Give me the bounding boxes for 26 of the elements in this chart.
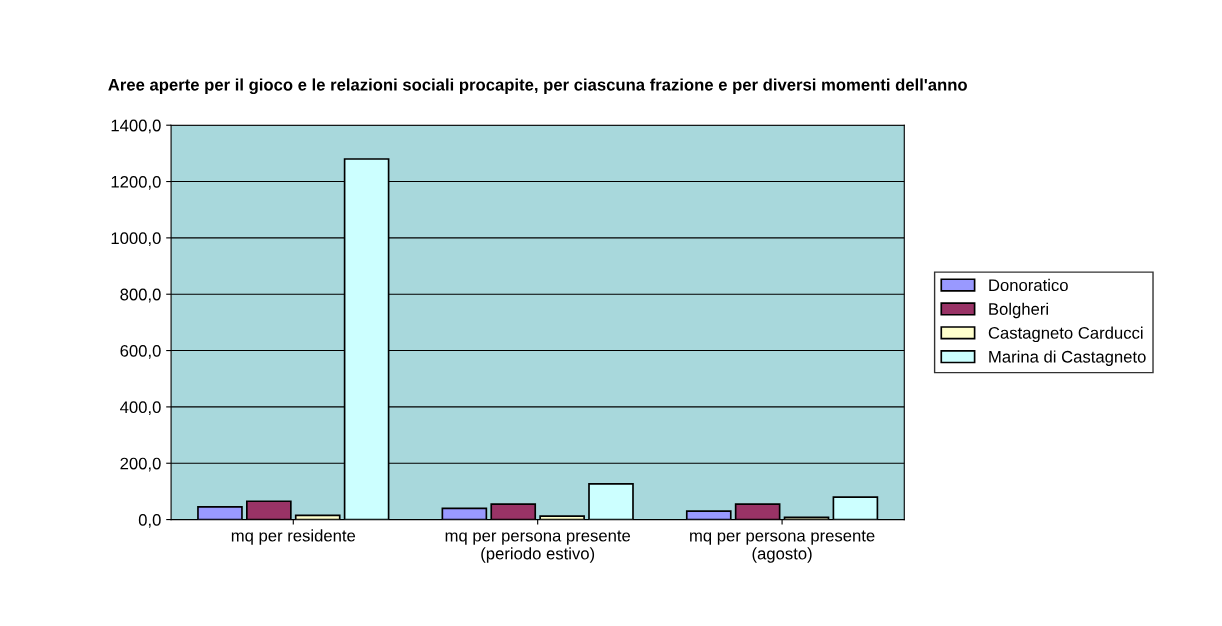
- legend-label: Castagneto Carducci: [988, 326, 1143, 343]
- bar: [832, 496, 879, 520]
- y-tick-label: 1000,0: [111, 232, 161, 247]
- y-tick-label: 200,0: [120, 457, 161, 472]
- y-tick-label: 400,0: [120, 401, 161, 416]
- bar: [588, 482, 634, 520]
- bar: [539, 515, 585, 520]
- bar: [197, 506, 243, 520]
- y-tick-label: 0,0: [138, 513, 161, 528]
- bar: [783, 516, 830, 520]
- bar: [490, 503, 537, 520]
- bar: [441, 507, 488, 520]
- legend-label: Marina di Castagneto: [989, 350, 1146, 366]
- y-tick-label: 1200,0: [111, 175, 161, 190]
- chart-title: Aree aperte per il gioco e le relazioni sociali procapite, per ciascuna frazione e per diversi momenti dell'anno: [108, 78, 967, 95]
- bar: [246, 500, 292, 520]
- y-tick-label: 1400,0: [111, 119, 161, 134]
- y-tick-label: 600,0: [120, 344, 161, 359]
- legend-label: Bolgheri: [989, 302, 1048, 319]
- legend-label: Donoratico: [989, 278, 1068, 292]
- x-tick-label: mq per persona presente (agosto): [690, 530, 875, 563]
- x-tick-label: mq per persona presente (periodo estivo): [445, 530, 631, 563]
- bar: [685, 510, 732, 520]
- x-tick-label: mq per residente: [231, 529, 356, 545]
- bar: [734, 503, 781, 520]
- y-tick-label: 800,0: [120, 288, 161, 303]
